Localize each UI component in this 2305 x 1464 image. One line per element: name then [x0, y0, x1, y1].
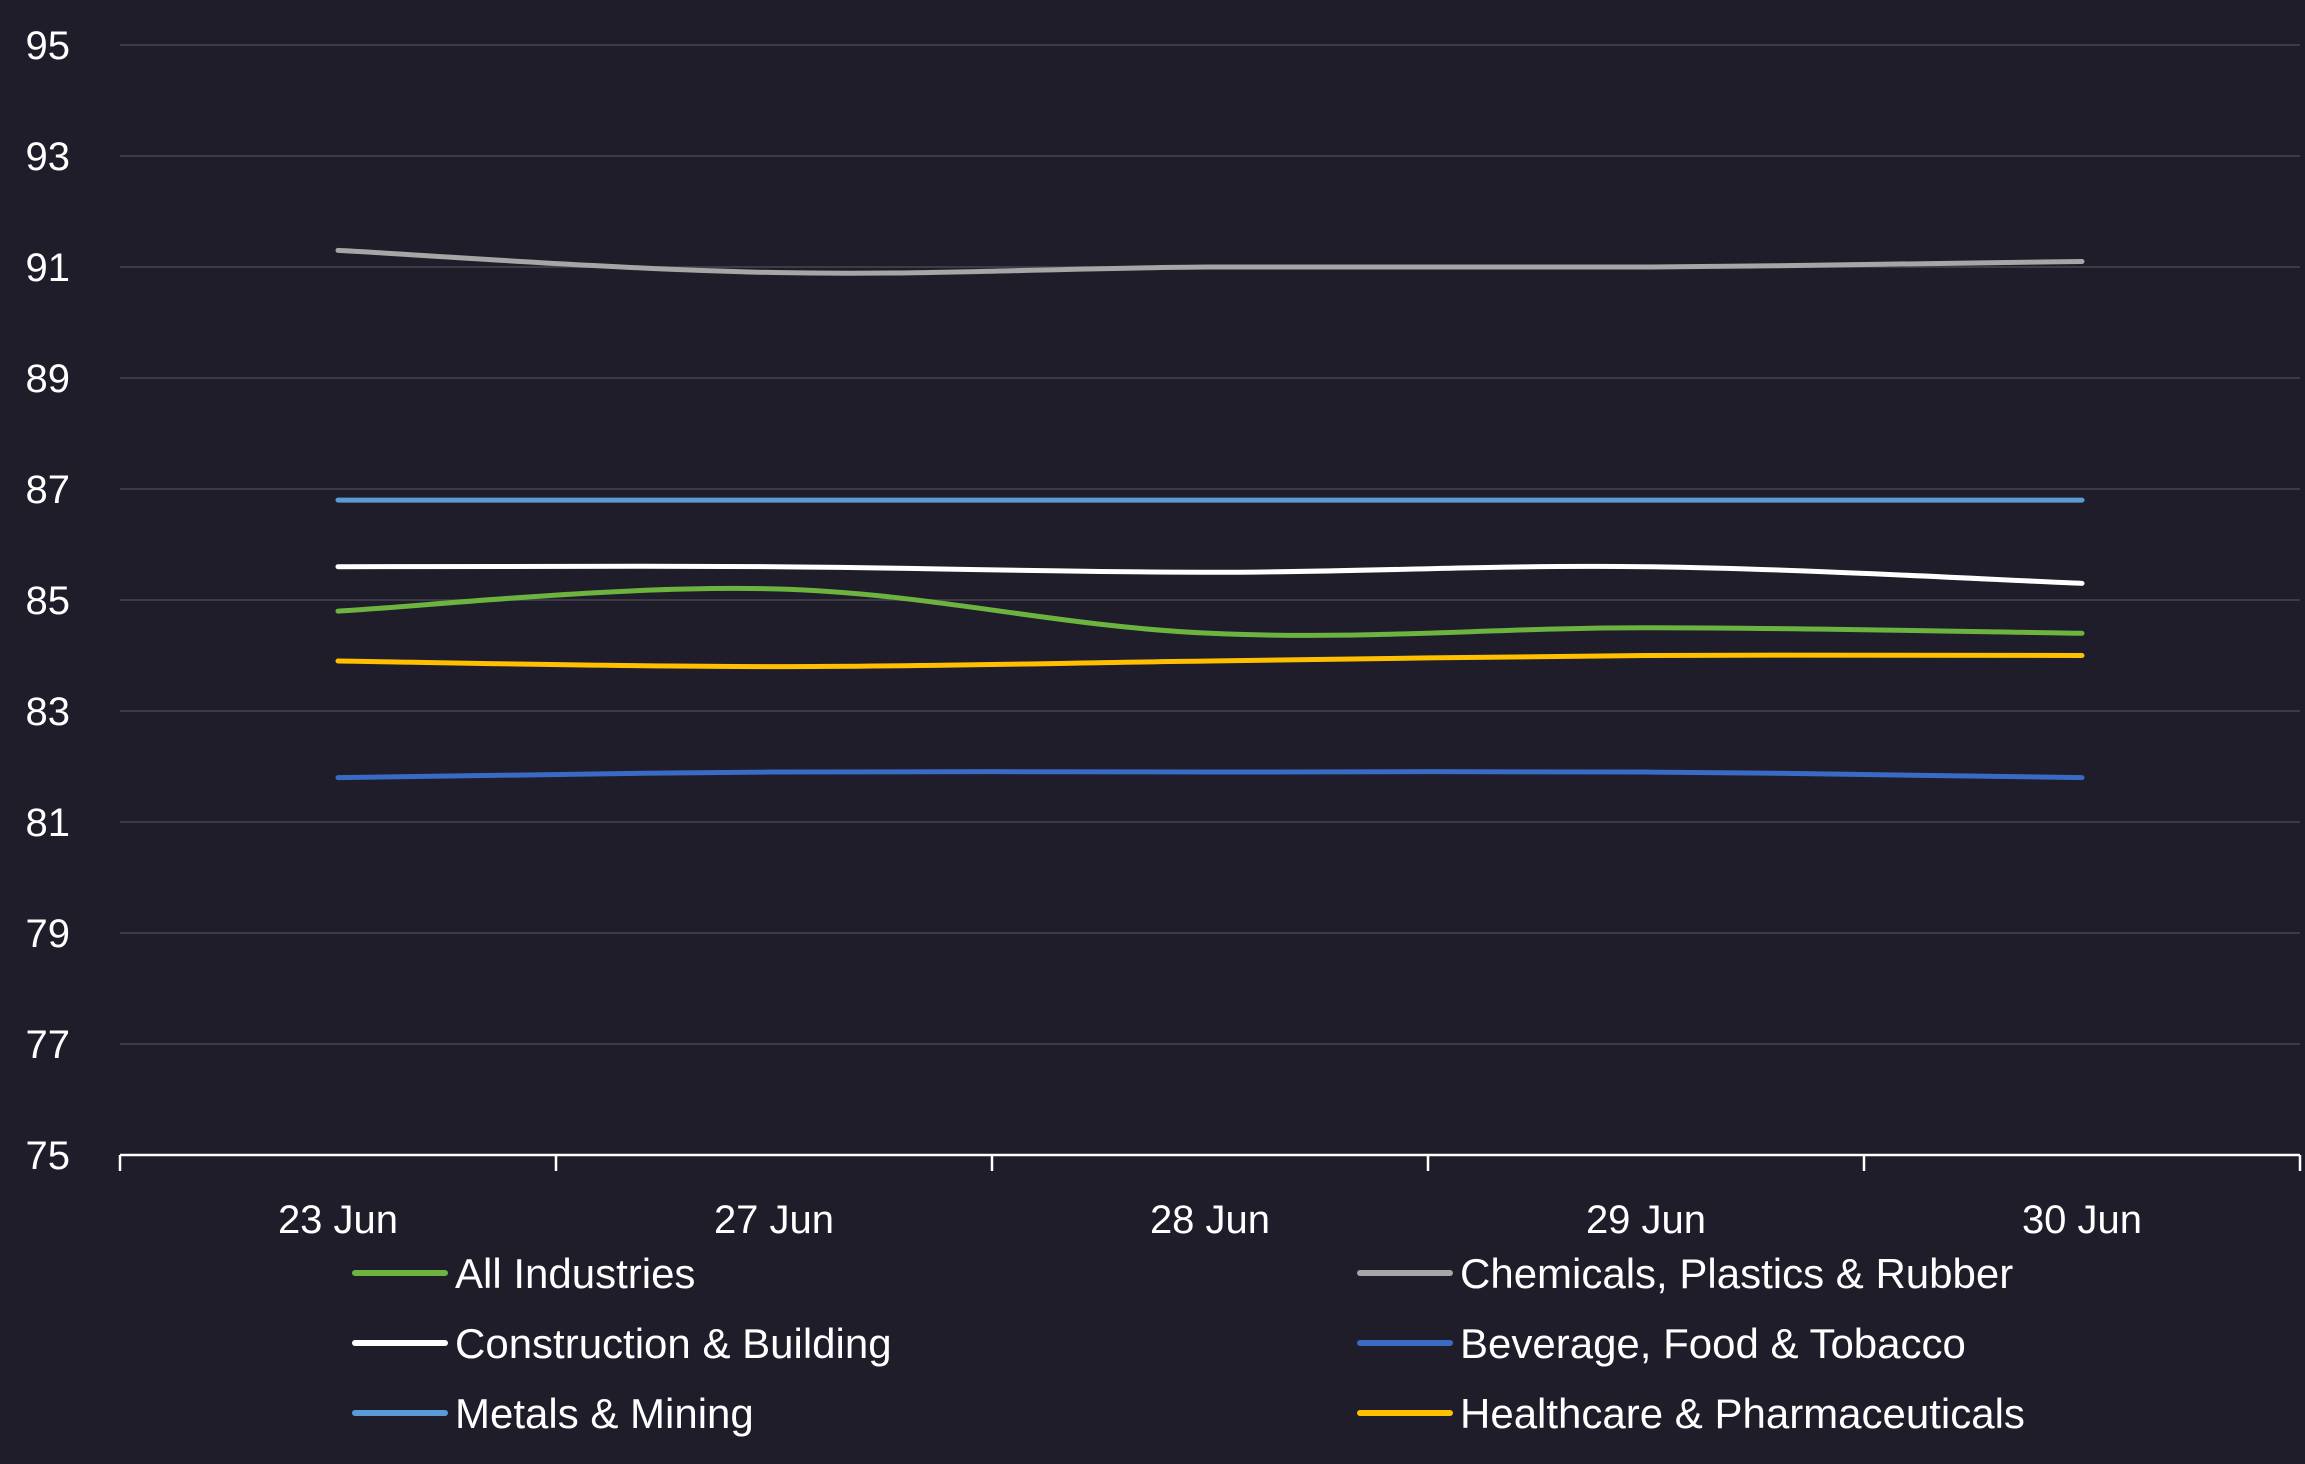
- legend-item-3: Beverage, Food & Tobacco: [1357, 1320, 1966, 1367]
- x-tick-label-3: 29 Jun: [1586, 1198, 1706, 1242]
- y-tick-label-77: 77: [26, 1023, 71, 1067]
- series-line-5: [335, 652, 2085, 670]
- y-tick-label-85: 85: [26, 579, 71, 623]
- legend-label: Healthcare & Pharmaceuticals: [1460, 1390, 2025, 1437]
- y-tick-label-91: 91: [26, 246, 71, 290]
- legend-item-2: Construction & Building: [352, 1320, 892, 1367]
- y-axis-tick-labels: 75 77 79 81 83 85 87 89 91 93 95: [26, 24, 71, 1178]
- y-tick-label-81: 81: [26, 801, 71, 845]
- x-tick-label-1: 27 Jun: [714, 1198, 834, 1242]
- legend-label: Beverage, Food & Tobacco: [1460, 1320, 1966, 1367]
- x-tick-label-0: 23 Jun: [278, 1198, 398, 1242]
- legend-label: Metals & Mining: [455, 1390, 754, 1437]
- series-lines: [335, 247, 2085, 781]
- legend-label: All Industries: [455, 1250, 695, 1297]
- legend: All Industries Chemicals, Plastics & Rubb…: [352, 1250, 2025, 1437]
- legend-item-0: All Industries: [352, 1250, 695, 1297]
- x-tick-label-4: 30 Jun: [2022, 1198, 2142, 1242]
- y-tick-label-93: 93: [26, 135, 71, 179]
- y-tick-label-95: 95: [26, 24, 71, 68]
- legend-item-5: Healthcare & Pharmaceuticals: [1357, 1390, 2025, 1437]
- x-axis: [118, 1153, 2302, 1171]
- y-tick-label-75: 75: [26, 1134, 71, 1178]
- legend-label: Construction & Building: [455, 1320, 892, 1367]
- y-tick-label-89: 89: [26, 357, 71, 401]
- series-line-0: [335, 585, 2085, 638]
- x-axis-tick-labels: 23 Jun 27 Jun 28 Jun 29 Jun 30 Jun: [278, 1198, 2142, 1242]
- series-line-1: [335, 247, 2085, 276]
- legend-label: Chemicals, Plastics & Rubber: [1460, 1250, 2013, 1297]
- y-tick-label-83: 83: [26, 690, 71, 734]
- legend-item-4: Metals & Mining: [352, 1390, 754, 1437]
- series-line-2: [335, 563, 2085, 586]
- gridlines: [120, 44, 2300, 1045]
- legend-item-1: Chemicals, Plastics & Rubber: [1357, 1250, 2013, 1297]
- series-line-3: [335, 769, 2085, 781]
- y-tick-label-87: 87: [26, 468, 71, 512]
- y-tick-label-79: 79: [26, 912, 71, 956]
- x-tick-label-2: 28 Jun: [1150, 1198, 1270, 1242]
